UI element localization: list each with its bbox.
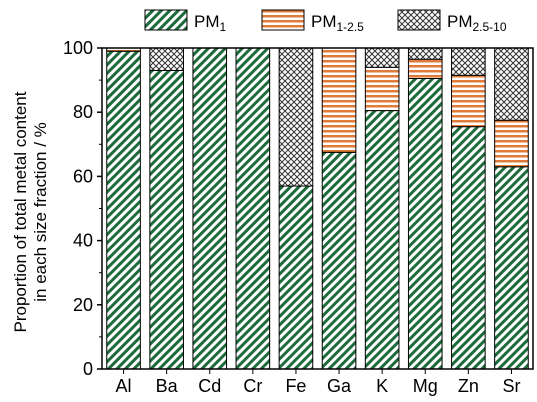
bar-mg-pm1-2.5	[407, 58, 443, 79]
bar-ga-pm1-2.5	[321, 47, 357, 153]
y-axis-title-line2: in each size fraction / %	[31, 122, 50, 302]
legend-label-pm1-2.5: PM1-2.5	[311, 12, 364, 34]
bar-zn-pm1-2.5	[451, 74, 486, 128]
legend-item-pm2.5-10: PM2.5-10	[397, 9, 507, 34]
bar-k-pm1-2.5	[364, 66, 400, 112]
y-tick-label-0: 0	[83, 359, 93, 379]
x-tick-label-sr: Sr	[502, 376, 520, 396]
y-tick-label-80: 80	[73, 102, 93, 122]
axes-layer: Al Ba Cd Cr Fe Ga K Mg Zn Sr 0 20 40 60 80 100	[63, 38, 534, 396]
bar-sr-pm1-2.5	[494, 119, 529, 168]
bar-fe-pm1	[278, 185, 314, 370]
x-tick-label-zn: Zn	[458, 376, 479, 396]
legend: PM1 PM1-2.5 PM2.5-10	[144, 9, 507, 34]
y-tick-label-100: 100	[63, 38, 93, 58]
bar-k-pm1	[364, 110, 400, 370]
legend-swatch-pm1	[144, 9, 188, 31]
bar-mg-pm2.5-10	[407, 47, 443, 60]
bar-zn-pm1	[451, 126, 486, 370]
bar-cr-pm1	[235, 47, 271, 370]
bar-ba-pm2.5-10	[149, 47, 184, 71]
bar-cd-pm1	[192, 47, 228, 370]
x-tick-label-cr: Cr	[243, 376, 262, 396]
x-tick-label-k: K	[376, 376, 388, 396]
legend-label-pm1: PM1	[194, 12, 227, 34]
y-tick-label-60: 60	[73, 166, 93, 186]
x-tick-label-cd: Cd	[198, 376, 221, 396]
x-tick-label-mg: Mg	[413, 376, 438, 396]
y-axis-title-line1: Proportion of total metal content	[11, 91, 30, 332]
x-tick-label-ba: Ba	[156, 376, 179, 396]
legend-swatch-pm1-2.5	[261, 9, 305, 31]
bar-ga-pm1	[321, 151, 357, 370]
bar-al-pm1	[106, 50, 141, 370]
legend-swatch-pm2.5-10	[397, 9, 441, 31]
x-tick-label-fe: Fe	[285, 376, 306, 396]
bar-sr-pm1	[494, 166, 529, 370]
legend-item-pm1: PM1	[144, 9, 227, 34]
bar-k-pm2.5-10	[364, 47, 400, 68]
y-tick-label-20: 20	[73, 295, 93, 315]
bar-fe-pm2.5-10	[278, 47, 314, 187]
y-tick-label-40: 40	[73, 231, 93, 251]
bar-ba-pm1	[149, 69, 184, 370]
bars-layer	[106, 47, 529, 370]
bar-sr-pm2.5-10	[494, 47, 529, 121]
bar-mg-pm1	[407, 77, 443, 370]
legend-label-pm2.5-10: PM2.5-10	[447, 12, 507, 34]
bar-zn-pm2.5-10	[451, 47, 486, 76]
x-tick-label-al: Al	[116, 376, 132, 396]
legend-item-pm1-2.5: PM1-2.5	[261, 9, 364, 34]
x-tick-label-ga: Ga	[327, 376, 352, 396]
